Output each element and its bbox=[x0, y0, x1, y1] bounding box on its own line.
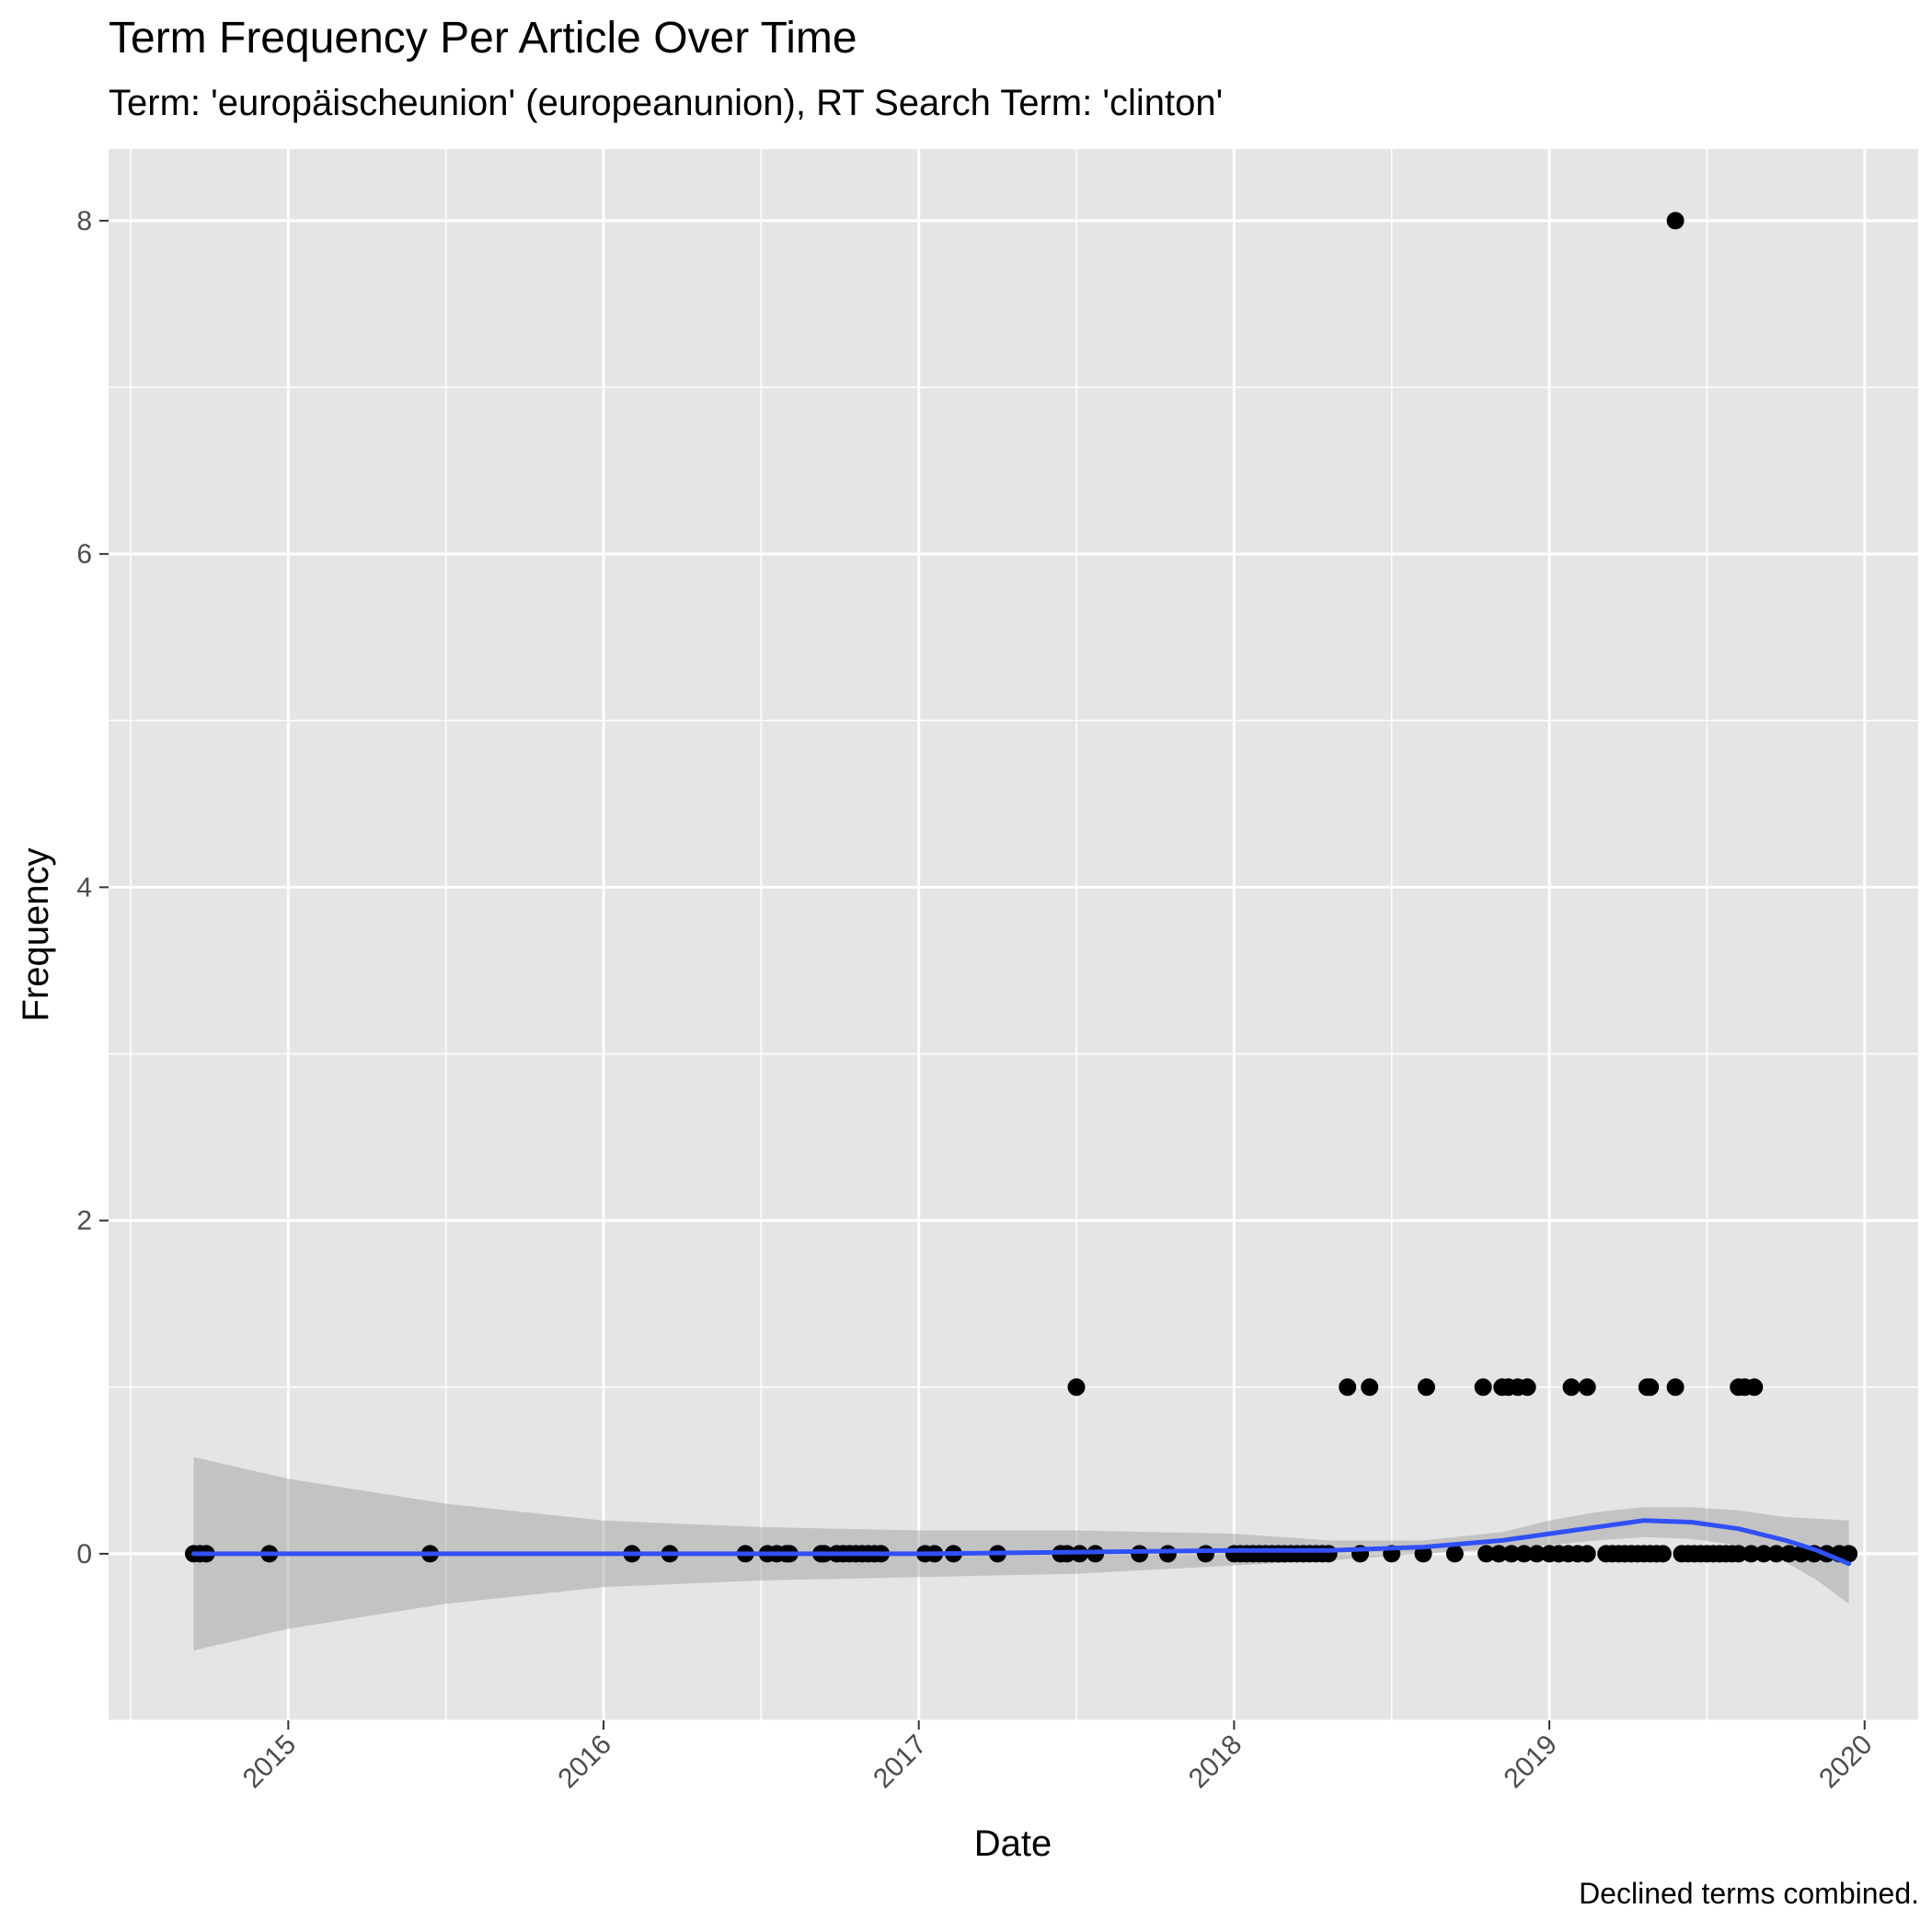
data-point bbox=[1417, 1378, 1435, 1397]
y-axis: 0 2 4 6 8 bbox=[76, 206, 109, 1570]
data-point bbox=[1641, 1378, 1660, 1397]
data-point bbox=[1478, 1545, 1495, 1563]
plot-panel bbox=[109, 149, 1918, 1720]
y-tick-label: 0 bbox=[76, 1539, 92, 1570]
data-point bbox=[1780, 1545, 1798, 1563]
data-point bbox=[1792, 1545, 1811, 1563]
y-tick-label: 8 bbox=[76, 206, 92, 236]
data-point bbox=[1158, 1545, 1177, 1563]
x-tick-label: 2019 bbox=[1499, 1730, 1564, 1795]
data-point bbox=[1730, 1545, 1748, 1563]
y-axis-title: Frequency bbox=[16, 848, 56, 1022]
x-tick-label: 2015 bbox=[237, 1730, 303, 1795]
data-point bbox=[1445, 1545, 1464, 1563]
data-point bbox=[1578, 1545, 1596, 1563]
data-point bbox=[1067, 1378, 1086, 1397]
data-point bbox=[1489, 1545, 1508, 1563]
y-tick-label: 4 bbox=[76, 872, 92, 903]
chart-caption: Declined terms combined. bbox=[1579, 1877, 1919, 1910]
grid-minor bbox=[109, 149, 1918, 1721]
x-tick-label: 2016 bbox=[552, 1730, 617, 1795]
data-point bbox=[1767, 1545, 1786, 1563]
data-point bbox=[1653, 1545, 1672, 1563]
data-point bbox=[1666, 212, 1685, 230]
data-point bbox=[1502, 1545, 1521, 1563]
y-tick-label: 6 bbox=[76, 539, 92, 569]
data-point bbox=[1361, 1378, 1379, 1397]
x-axis-title: Date bbox=[974, 1823, 1052, 1864]
x-axis: 2015 2016 2017 2018 2019 2020 bbox=[237, 1720, 1879, 1794]
data-point bbox=[1197, 1545, 1214, 1563]
data-point bbox=[1840, 1545, 1858, 1563]
chart-subtitle: Term: 'europäischeunion' (europeanunion)… bbox=[109, 83, 1224, 123]
x-tick-label: 2020 bbox=[1813, 1730, 1879, 1795]
data-point bbox=[1562, 1378, 1581, 1397]
data-point bbox=[1754, 1545, 1773, 1563]
y-tick-label: 2 bbox=[76, 1206, 92, 1236]
data-point bbox=[1474, 1378, 1492, 1397]
data-point bbox=[1745, 1378, 1764, 1397]
x-tick-label: 2018 bbox=[1183, 1730, 1248, 1795]
data-point bbox=[1319, 1545, 1338, 1563]
points-layer bbox=[185, 212, 1858, 1563]
smooth-line-layer bbox=[191, 1518, 1852, 1567]
data-point bbox=[1578, 1378, 1596, 1397]
x-tick-label: 2017 bbox=[868, 1730, 933, 1795]
data-point bbox=[1339, 1378, 1357, 1397]
chart-title: Term Frequency Per Article Over Time bbox=[109, 14, 857, 63]
smooth-line bbox=[191, 1518, 1852, 1567]
data-point bbox=[1518, 1378, 1536, 1397]
data-point bbox=[1742, 1545, 1760, 1563]
data-point bbox=[1666, 1378, 1685, 1397]
data-point bbox=[1527, 1545, 1546, 1563]
data-point bbox=[1515, 1545, 1534, 1563]
